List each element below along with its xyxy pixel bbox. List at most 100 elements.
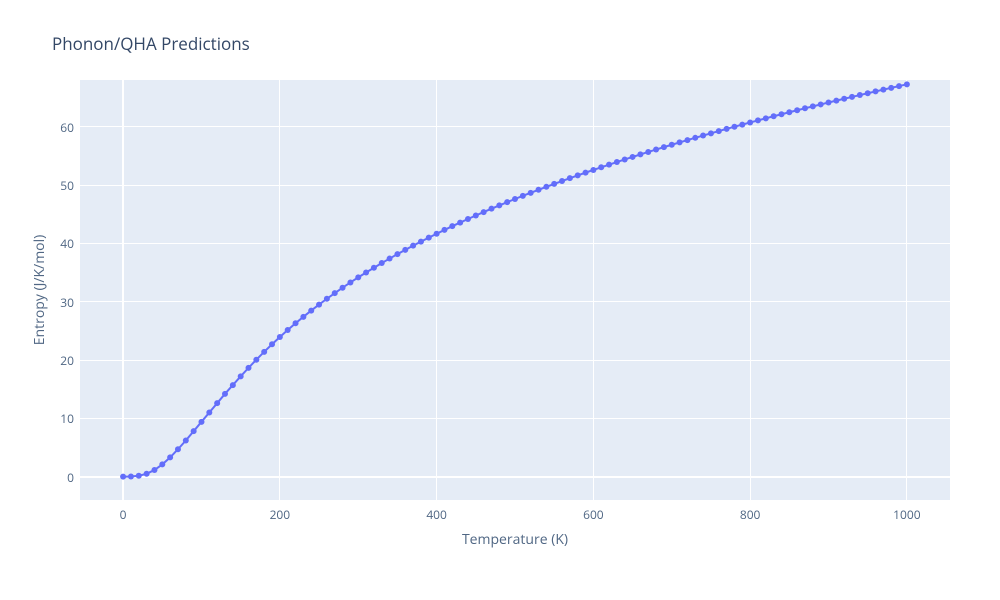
- series-marker[interactable]: [426, 235, 432, 241]
- series-marker[interactable]: [394, 251, 400, 257]
- series-marker[interactable]: [677, 139, 683, 145]
- series-marker[interactable]: [214, 400, 220, 406]
- series-marker[interactable]: [684, 137, 690, 143]
- series-marker[interactable]: [661, 144, 667, 150]
- series-marker[interactable]: [880, 87, 886, 93]
- series-marker[interactable]: [873, 88, 879, 94]
- series-marker[interactable]: [347, 279, 353, 285]
- series-marker[interactable]: [465, 216, 471, 222]
- series-marker[interactable]: [716, 128, 722, 134]
- series-marker[interactable]: [410, 243, 416, 249]
- series-marker[interactable]: [418, 239, 424, 245]
- series-marker[interactable]: [175, 446, 181, 452]
- series-marker[interactable]: [771, 113, 777, 119]
- series-marker[interactable]: [567, 175, 573, 181]
- series-marker[interactable]: [504, 199, 510, 205]
- series-marker[interactable]: [481, 209, 487, 215]
- series-marker[interactable]: [739, 122, 745, 128]
- series-marker[interactable]: [434, 231, 440, 237]
- series-marker[interactable]: [833, 98, 839, 104]
- series-marker[interactable]: [692, 135, 698, 141]
- series-marker[interactable]: [708, 130, 714, 136]
- series-marker[interactable]: [144, 471, 150, 477]
- series-marker[interactable]: [841, 96, 847, 102]
- series-entropy[interactable]: [0, 0, 1000, 600]
- series-marker[interactable]: [865, 90, 871, 96]
- series-marker[interactable]: [332, 290, 338, 296]
- series-marker[interactable]: [755, 117, 761, 123]
- series-marker[interactable]: [402, 247, 408, 253]
- series-marker[interactable]: [904, 81, 910, 87]
- series-marker[interactable]: [826, 100, 832, 106]
- series-marker[interactable]: [724, 126, 730, 132]
- series-marker[interactable]: [324, 296, 330, 302]
- series-marker[interactable]: [543, 184, 549, 190]
- series-marker[interactable]: [363, 270, 369, 276]
- series-marker[interactable]: [778, 111, 784, 117]
- series-marker[interactable]: [238, 373, 244, 379]
- series-marker[interactable]: [457, 220, 463, 226]
- series-marker[interactable]: [285, 327, 291, 333]
- series-marker[interactable]: [167, 454, 173, 460]
- series-marker[interactable]: [449, 223, 455, 229]
- series-marker[interactable]: [253, 357, 259, 363]
- series-marker[interactable]: [622, 156, 628, 162]
- series-marker[interactable]: [669, 142, 675, 148]
- series-marker[interactable]: [261, 349, 267, 355]
- series-marker[interactable]: [810, 103, 816, 109]
- series-marker[interactable]: [136, 473, 142, 479]
- series-marker[interactable]: [763, 115, 769, 121]
- series-marker[interactable]: [379, 260, 385, 266]
- series-line[interactable]: [123, 84, 907, 476]
- series-marker[interactable]: [614, 159, 620, 165]
- series-marker[interactable]: [308, 308, 314, 314]
- series-marker[interactable]: [520, 193, 526, 199]
- series-marker[interactable]: [340, 285, 346, 291]
- series-marker[interactable]: [888, 85, 894, 91]
- series-marker[interactable]: [371, 265, 377, 271]
- series-marker[interactable]: [488, 206, 494, 212]
- series-marker[interactable]: [277, 334, 283, 340]
- series-marker[interactable]: [536, 187, 542, 193]
- series-marker[interactable]: [473, 213, 479, 219]
- series-marker[interactable]: [198, 419, 204, 425]
- series-marker[interactable]: [528, 190, 534, 196]
- series-marker[interactable]: [222, 391, 228, 397]
- series-marker[interactable]: [598, 164, 604, 170]
- series-marker[interactable]: [316, 302, 322, 308]
- series-marker[interactable]: [747, 119, 753, 125]
- series-marker[interactable]: [151, 467, 157, 473]
- series-marker[interactable]: [355, 274, 361, 280]
- series-marker[interactable]: [441, 227, 447, 233]
- series-marker[interactable]: [206, 410, 212, 416]
- series-marker[interactable]: [387, 256, 393, 262]
- series-marker[interactable]: [590, 167, 596, 173]
- series-marker[interactable]: [269, 341, 275, 347]
- series-marker[interactable]: [120, 474, 126, 480]
- series-marker[interactable]: [802, 105, 808, 111]
- series-marker[interactable]: [183, 438, 189, 444]
- series-marker[interactable]: [606, 162, 612, 168]
- series-marker[interactable]: [559, 178, 565, 184]
- series-marker[interactable]: [246, 365, 252, 371]
- series-marker[interactable]: [300, 314, 306, 320]
- series-marker[interactable]: [896, 83, 902, 89]
- series-marker[interactable]: [818, 101, 824, 107]
- series-marker[interactable]: [653, 147, 659, 153]
- series-marker[interactable]: [630, 154, 636, 160]
- series-marker[interactable]: [637, 151, 643, 157]
- series-marker[interactable]: [786, 109, 792, 115]
- series-marker[interactable]: [159, 461, 165, 467]
- series-marker[interactable]: [575, 172, 581, 178]
- series-marker[interactable]: [551, 181, 557, 187]
- series-marker[interactable]: [645, 149, 651, 155]
- series-marker[interactable]: [128, 474, 134, 480]
- series-marker[interactable]: [731, 124, 737, 130]
- series-marker[interactable]: [496, 202, 502, 208]
- series-marker[interactable]: [794, 107, 800, 113]
- series-marker[interactable]: [512, 196, 518, 202]
- series-marker[interactable]: [583, 170, 589, 176]
- series-marker[interactable]: [700, 133, 706, 139]
- series-marker[interactable]: [857, 92, 863, 98]
- series-marker[interactable]: [230, 382, 236, 388]
